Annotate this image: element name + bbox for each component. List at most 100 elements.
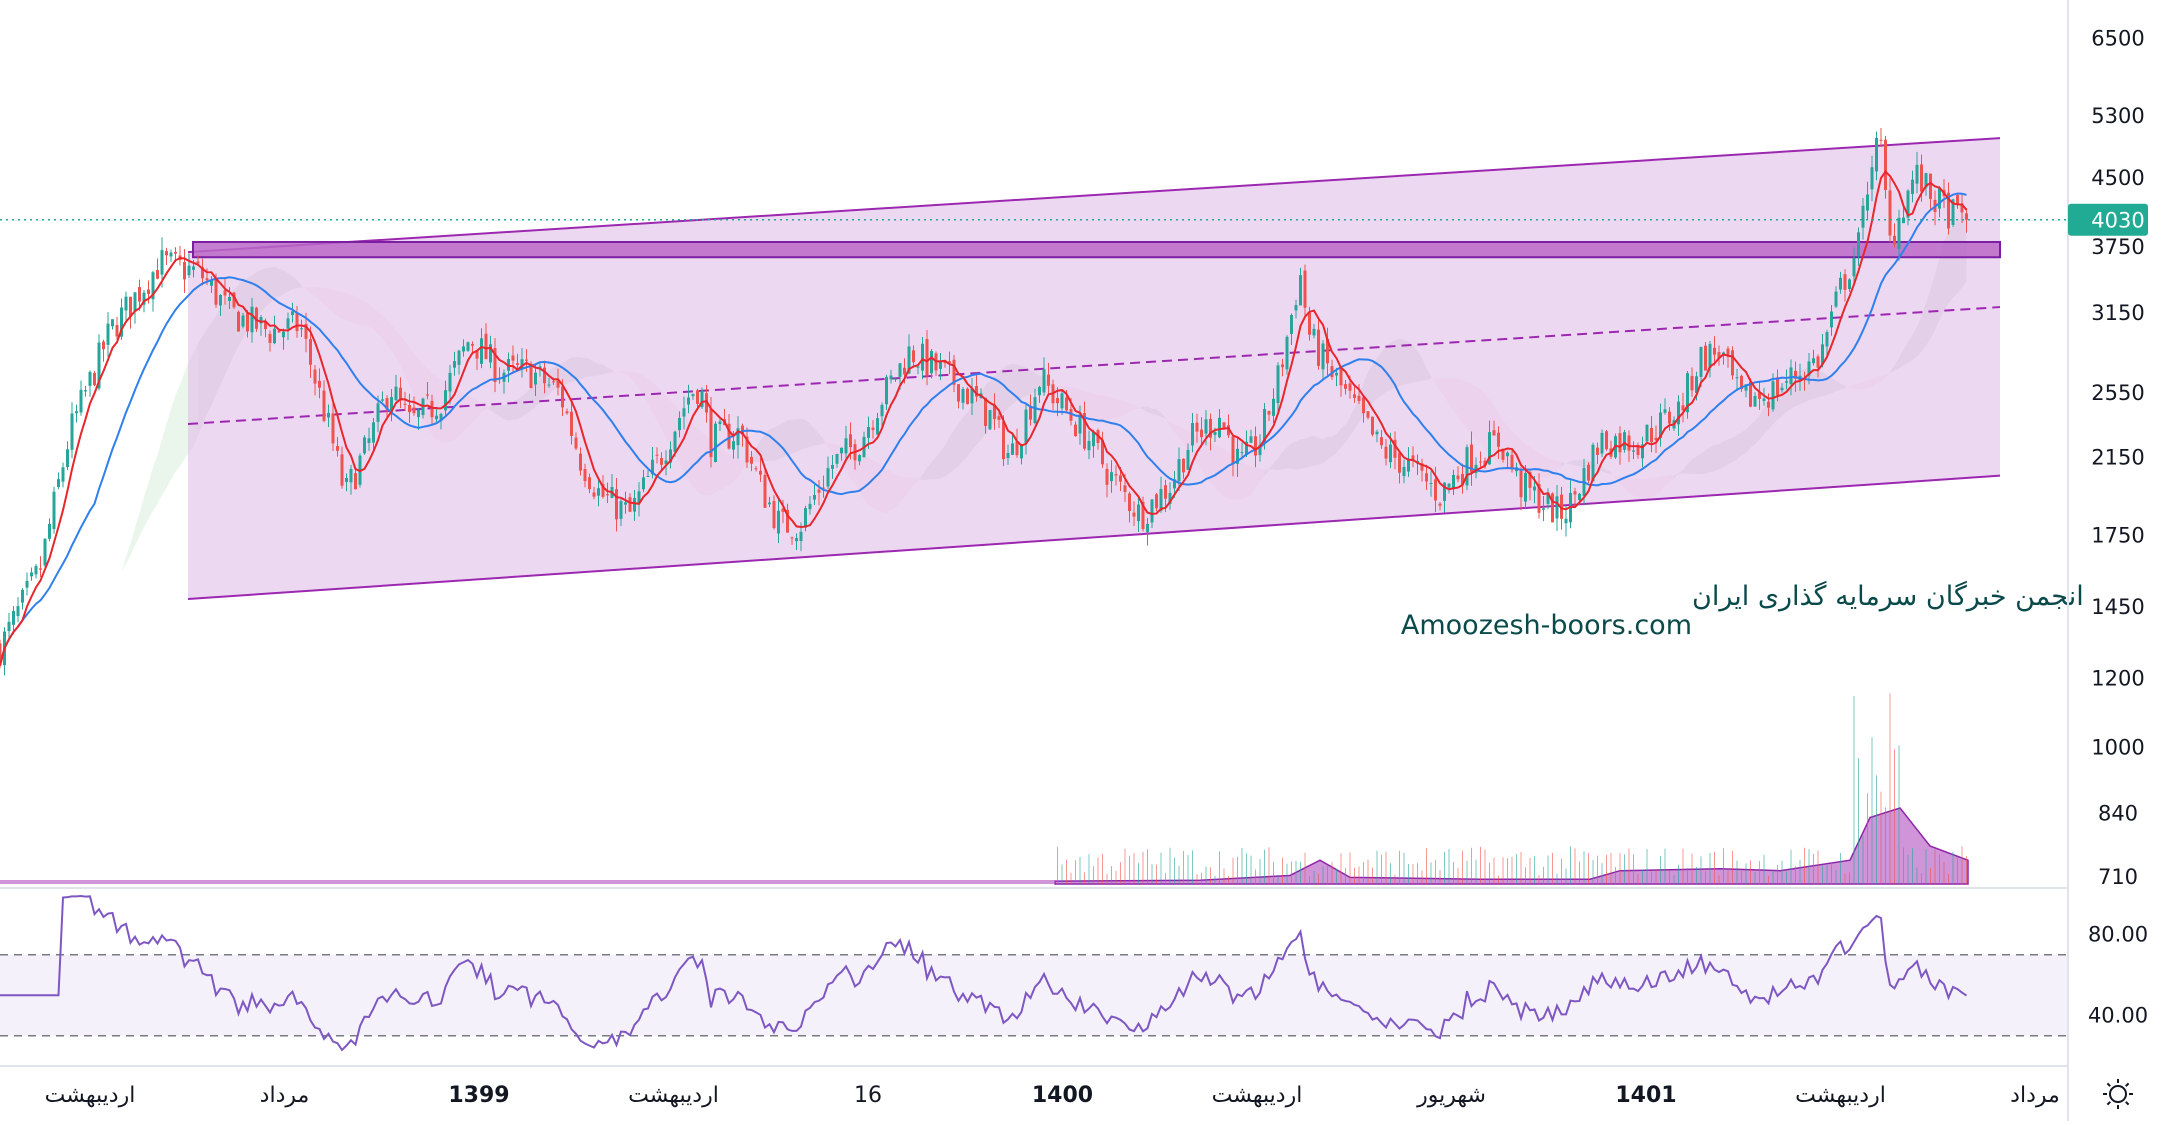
candle [151,270,155,312]
candle [1231,435,1235,477]
candle-body [1236,448,1239,464]
candle [70,402,74,459]
candle-body [448,372,452,392]
candle [1956,193,1959,209]
candle [1839,271,1842,294]
candle [138,279,141,311]
candle [1299,267,1302,306]
candle-body [628,497,632,512]
candle-body [624,502,627,505]
candle-body [385,398,389,410]
candle-body [1749,381,1752,407]
candle-body [1245,441,1248,455]
candle [318,368,321,399]
price-axis[interactable]: 6500 5300 4500 3750 3150 2550 2150 1750 1450 1200… [2067,0,2148,1121]
candle [52,486,56,534]
candle [183,249,186,293]
candle [1888,178,1892,243]
time-tick-label: اردیبهشت [45,1083,136,1108]
candle [966,387,969,405]
candle-body [1578,493,1581,501]
candle-body [1924,173,1928,188]
candle [894,378,897,382]
candle-body [309,339,312,365]
settings-button[interactable] [2103,1079,2133,1109]
candle-body [1744,384,1748,391]
candle [1267,410,1271,422]
cloud-segment [81,620,86,627]
candle-body [552,381,555,383]
candle-body [1303,270,1307,308]
price-tick-label: 2550 [2091,381,2144,405]
candle-body [871,427,875,431]
candle [1474,457,1478,479]
candle [871,420,875,439]
candle [336,437,339,457]
candle [1101,431,1104,468]
candle [1596,442,1599,465]
candle-body [25,580,29,588]
candle-body [1015,441,1019,456]
candle-body [444,390,447,411]
candle-body [948,361,951,363]
candle-body [88,371,92,386]
candle-body [1024,409,1028,444]
sun-gear-icon [2109,1085,2127,1103]
candle-body [1398,452,1401,473]
cloud-segment [130,527,135,556]
cloud-segment [72,631,77,640]
sun-ray [2125,1101,2130,1106]
candle-body [1119,475,1122,482]
candle-body [1105,468,1109,485]
candle [642,469,645,493]
candle-body [597,488,600,496]
candle-body [1317,329,1320,366]
candle-body [336,446,339,451]
candle [187,253,191,278]
cloud-segment [135,513,140,546]
candle [1132,501,1136,526]
candle [1362,396,1365,423]
candle-body [1371,416,1374,435]
candle-body [1731,350,1734,376]
candle-body [1564,518,1568,524]
candle-body [1456,475,1460,480]
candle-body [390,397,393,413]
candle-body [1726,348,1730,355]
candle-body [565,411,569,414]
candle-body [813,494,816,500]
candle [1573,487,1577,508]
candle-body [1335,372,1338,376]
candle [1893,223,1896,248]
candle-body [1735,377,1739,379]
candle [660,452,663,471]
last-price-badge-bg [2068,203,2148,236]
candle-body [381,399,384,401]
candle-body [781,508,785,512]
candle-body [1776,377,1779,396]
candle-body [1299,275,1302,306]
candle-body [1758,392,1761,399]
candle-body [1083,413,1086,449]
candle-body [1573,491,1577,495]
candle [907,334,911,375]
candle [912,345,915,367]
candle [687,384,690,414]
time-axis[interactable]: اردیبهشت مرداد 1399 اردیبهشت 16 1400 اردیبهشت ش… [45,1083,2060,1108]
candle-body [529,363,533,389]
candle [822,475,825,498]
candle-body [925,339,929,376]
candle [1411,446,1415,468]
cloud-segment [184,360,189,460]
candle [354,467,357,490]
candle [367,427,371,451]
candle-body [1182,458,1185,473]
candle-body [426,394,429,396]
price-tick-label: 3150 [2091,301,2144,325]
candle [1816,354,1820,378]
candle [1632,441,1635,460]
candle-body [246,313,249,332]
channel-mid-line [187,306,2001,425]
